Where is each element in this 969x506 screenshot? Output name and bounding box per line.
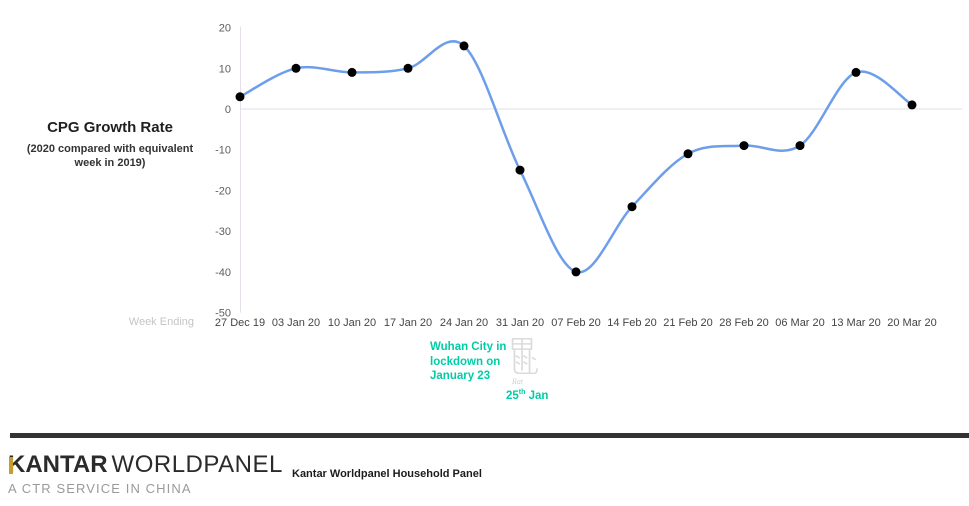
brand-worldpanel: WORLDPANEL: [111, 451, 283, 478]
brand-kantar: KANTAR: [8, 451, 108, 478]
cny-date-ordinal: th: [518, 389, 526, 396]
y-tick-label: -50: [215, 308, 231, 320]
footer-divider-bar: [10, 433, 969, 438]
x-tick-label: 27 Dec 19: [215, 317, 265, 329]
data-point-marker: [683, 149, 693, 159]
zodiac-rat-label: Rat: [512, 377, 524, 386]
kantar-k-gold-stem: [9, 457, 13, 474]
cny-date-month: Jan: [525, 389, 549, 402]
x-tick-label: 13 Mar 20: [831, 317, 881, 329]
x-tick-label: 31 Jan 20: [496, 317, 544, 329]
y-tick-label: -20: [215, 185, 231, 197]
y-tick-label: -40: [215, 267, 231, 279]
kantar-worldpanel-logo: KANTAR WORLDPANEL A CTR SERVICE IN CHINA: [8, 451, 283, 497]
x-tick-label: 28 Feb 20: [719, 317, 769, 329]
x-tick-label: 07 Feb 20: [551, 317, 601, 329]
data-point-marker: [235, 92, 245, 102]
y-tick-label: 10: [219, 63, 231, 75]
data-point-marker: [347, 67, 357, 77]
data-point-marker: [403, 63, 413, 73]
data-point-marker: [851, 67, 861, 77]
data-point-marker: [907, 100, 917, 110]
x-tick-label: 10 Jan 20: [328, 317, 376, 329]
y-tick-label: 0: [225, 104, 231, 116]
brand-tagline: A CTR SERVICE IN CHINA: [8, 481, 192, 496]
lockdown-annotation: Wuhan City in lockdown on January 23: [430, 341, 507, 382]
x-tick-label: 06 Mar 20: [775, 317, 825, 329]
x-tick-label: 21 Feb 20: [663, 317, 713, 329]
data-point-marker: [571, 267, 581, 277]
x-axis-label: Week Ending: [128, 316, 194, 328]
cny-date-annotation: 25th Jan: [506, 389, 548, 402]
y-tick-label: -10: [215, 145, 231, 157]
data-point-marker: [459, 41, 469, 51]
cny-date-day: 25: [506, 389, 519, 402]
data-point-marker: [739, 141, 749, 151]
source-note: Kantar Worldpanel Household Panel: [292, 468, 482, 480]
growth-line: [238, 40, 914, 274]
data-point-marker: [515, 165, 525, 175]
data-point-marker: [627, 202, 637, 212]
x-tick-label: 24 Jan 20: [440, 317, 488, 329]
y-tick-label: 20: [219, 23, 231, 35]
chart-title-block: CPG Growth Rate (2020 compared with equi…: [15, 119, 205, 170]
chart-subtitle: (2020 compared with equivalent week in 2…: [26, 143, 194, 169]
x-tick-label: 17 Jan 20: [384, 317, 432, 329]
x-tick-label: 20 Mar 20: [887, 317, 937, 329]
zodiac-rat-icon: [511, 337, 538, 375]
x-tick-label: 03 Jan 20: [272, 317, 320, 329]
data-point-marker: [795, 141, 805, 151]
data-point-marker: [291, 63, 301, 73]
chart-title: CPG Growth Rate: [47, 119, 173, 136]
y-tick-label: -30: [215, 226, 231, 238]
x-tick-label: 14 Feb 20: [607, 317, 657, 329]
